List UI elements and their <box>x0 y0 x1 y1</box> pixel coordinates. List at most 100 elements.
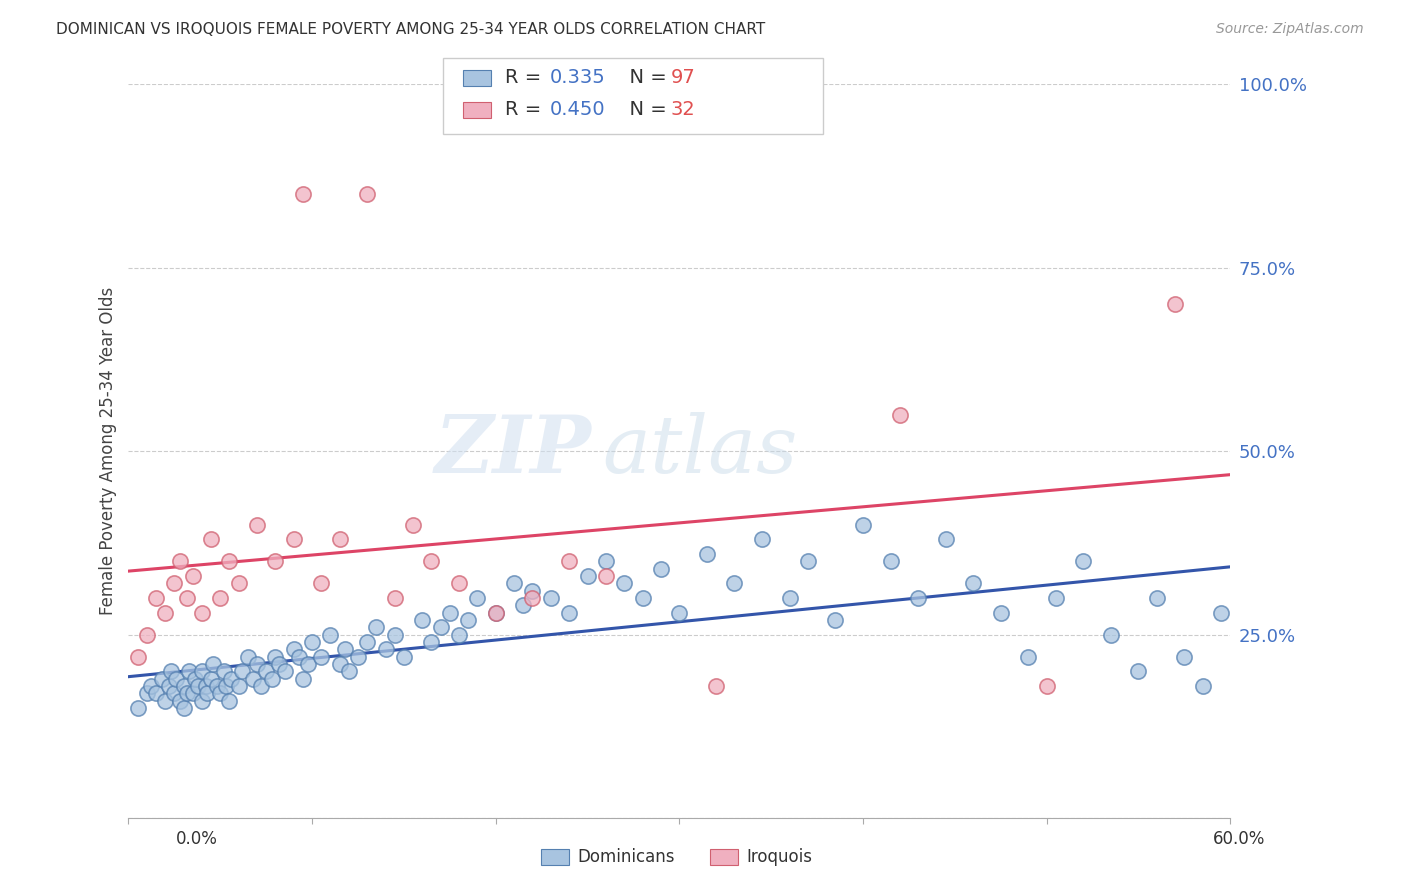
Point <box>194 679 217 693</box>
Point <box>329 657 352 671</box>
Point <box>522 591 544 605</box>
Point <box>145 686 167 700</box>
Point <box>231 664 253 678</box>
Point <box>650 561 672 575</box>
Point <box>135 627 157 641</box>
Point <box>157 679 180 693</box>
Point <box>173 679 195 693</box>
Point <box>197 686 219 700</box>
Point <box>889 408 911 422</box>
Point <box>485 606 508 620</box>
Point <box>181 569 204 583</box>
Point <box>249 679 271 693</box>
Point <box>181 686 204 700</box>
Point <box>163 576 186 591</box>
Point <box>187 679 209 693</box>
Point <box>723 576 745 591</box>
Point <box>218 554 240 568</box>
Point <box>467 591 489 605</box>
Point <box>200 532 222 546</box>
Point <box>169 693 191 707</box>
Point <box>221 672 243 686</box>
Point <box>150 672 173 686</box>
Text: DOMINICAN VS IROQUOIS FEMALE POVERTY AMONG 25-34 YEAR OLDS CORRELATION CHART: DOMINICAN VS IROQUOIS FEMALE POVERTY AMO… <box>56 22 765 37</box>
Text: 0.450: 0.450 <box>550 100 606 120</box>
Text: N =: N = <box>617 100 673 120</box>
Point <box>135 686 157 700</box>
Point <box>165 672 187 686</box>
Point <box>264 649 287 664</box>
Point <box>631 591 654 605</box>
Point <box>191 664 214 678</box>
Point <box>962 576 984 591</box>
Text: 97: 97 <box>671 68 696 87</box>
Point <box>209 686 232 700</box>
Point <box>1173 649 1195 664</box>
Point <box>228 679 250 693</box>
Point <box>228 576 250 591</box>
Point <box>191 606 214 620</box>
Point <box>1211 606 1233 620</box>
Point <box>576 569 599 583</box>
Point <box>205 679 228 693</box>
Point <box>288 649 311 664</box>
Point <box>1017 649 1039 664</box>
Text: 0.335: 0.335 <box>550 68 606 87</box>
Y-axis label: Female Poverty Among 25-34 Year Olds: Female Poverty Among 25-34 Year Olds <box>100 287 117 615</box>
Point <box>254 664 277 678</box>
Point <box>215 679 238 693</box>
Point <box>374 642 396 657</box>
Point <box>242 672 264 686</box>
Point <box>595 569 617 583</box>
Point <box>177 664 200 678</box>
Point <box>283 642 305 657</box>
Point <box>153 606 176 620</box>
Point <box>420 554 443 568</box>
Point <box>439 606 461 620</box>
Point <box>201 657 224 671</box>
Point <box>291 672 314 686</box>
Text: Dominicans: Dominicans <box>578 848 675 866</box>
Point <box>264 554 287 568</box>
Point <box>333 642 356 657</box>
Point <box>139 679 162 693</box>
Text: atlas: atlas <box>602 412 797 490</box>
Point <box>522 583 544 598</box>
Point <box>246 657 269 671</box>
Point <box>260 672 283 686</box>
Point <box>301 635 323 649</box>
Text: Source: ZipAtlas.com: Source: ZipAtlas.com <box>1216 22 1364 37</box>
Point <box>283 532 305 546</box>
Point <box>236 649 259 664</box>
Point <box>159 664 181 678</box>
Point <box>356 635 378 649</box>
Point <box>429 620 451 634</box>
Point <box>696 547 718 561</box>
Point <box>191 693 214 707</box>
Point <box>512 598 534 612</box>
Point <box>356 187 378 202</box>
Point <box>558 606 581 620</box>
Point <box>246 517 269 532</box>
Text: R =: R = <box>505 68 547 87</box>
Point <box>1035 679 1057 693</box>
Point <box>1045 591 1067 605</box>
Point <box>485 606 508 620</box>
Point <box>935 532 957 546</box>
Point <box>145 591 167 605</box>
Text: N =: N = <box>617 68 673 87</box>
Text: 32: 32 <box>671 100 696 120</box>
Point <box>218 693 240 707</box>
Point <box>169 554 191 568</box>
Point <box>267 657 290 671</box>
Point <box>411 613 433 627</box>
Point <box>1164 297 1187 311</box>
Text: Iroquois: Iroquois <box>747 848 813 866</box>
Point <box>1191 679 1213 693</box>
Point <box>447 576 470 591</box>
Point <box>447 627 470 641</box>
Point <box>337 664 360 678</box>
Point <box>384 627 406 641</box>
Text: R =: R = <box>505 100 547 120</box>
Point <box>852 517 875 532</box>
